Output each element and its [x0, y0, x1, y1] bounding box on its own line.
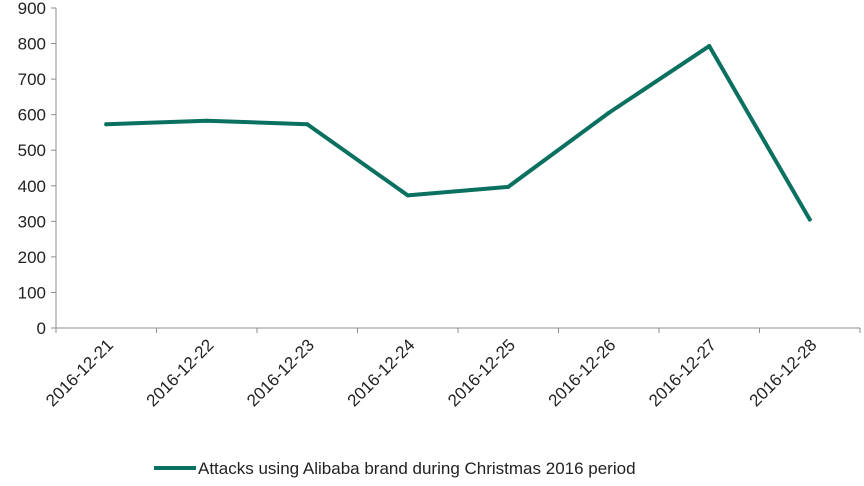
- y-tick-label: 400: [18, 177, 46, 196]
- data-point: [506, 184, 511, 189]
- y-axis: 0 100 200 300 400 500 600 700 800 900: [18, 0, 57, 338]
- y-tick-label: 100: [18, 283, 46, 302]
- y-tick-label: 900: [18, 0, 46, 18]
- y-tick-label: 0: [37, 319, 46, 338]
- data-point: [807, 217, 812, 222]
- y-tick-label: 200: [18, 248, 46, 267]
- legend-label: Attacks using Alibaba brand during Chris…: [198, 459, 636, 478]
- x-tick-label: 2016-12-23: [243, 335, 318, 410]
- x-tick-label: 2016-12-25: [444, 335, 519, 410]
- y-tick-label: 600: [18, 106, 46, 125]
- y-tick-label: 700: [18, 70, 46, 89]
- y-tick-label: 800: [18, 35, 46, 54]
- x-tick-label: 2016-12-27: [645, 335, 720, 410]
- series-layer: [104, 44, 812, 222]
- y-tick-label: 500: [18, 141, 46, 160]
- data-point: [104, 122, 109, 127]
- data-point: [204, 118, 209, 123]
- data-point: [405, 193, 410, 198]
- x-tick-label: 2016-12-26: [545, 335, 620, 410]
- data-point: [707, 44, 712, 49]
- data-point: [606, 110, 611, 115]
- x-axis: 2016-12-21 2016-12-22 2016-12-23 2016-12-24…: [42, 327, 861, 410]
- series-line: [104, 44, 812, 222]
- x-tick-label: 2016-12-22: [143, 335, 218, 410]
- y-tick-label: 300: [18, 212, 46, 231]
- x-tick-label: 2016-12-28: [746, 335, 821, 410]
- x-tick-label: 2016-12-21: [42, 335, 117, 410]
- x-tick-label: 2016-12-24: [344, 335, 419, 410]
- legend: Attacks using Alibaba brand during Chris…: [154, 459, 636, 478]
- data-point: [305, 122, 310, 127]
